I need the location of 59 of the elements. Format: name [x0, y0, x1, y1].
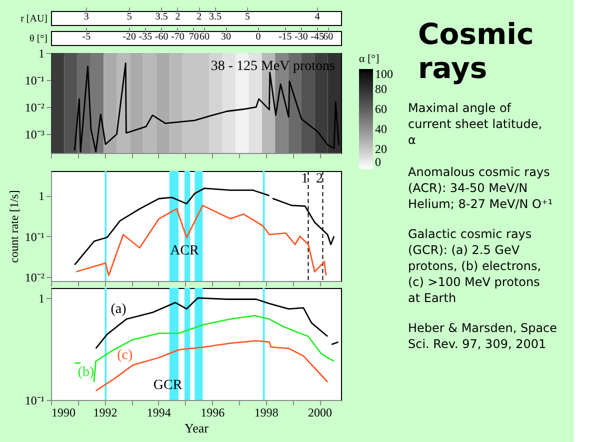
color-bar-title: α [°] [359, 53, 380, 65]
y-tick-label: 10⁻¹ [24, 74, 45, 88]
text: Maximal angle of current sheet latitude, α [408, 101, 542, 147]
category-label: 5 [126, 12, 132, 22]
x-tick-label: 1994 [146, 406, 171, 420]
category-label: 3.5 [155, 12, 168, 22]
category-label: 70 [188, 32, 199, 42]
annotation: 2 [316, 172, 324, 187]
annotation: 1 [301, 172, 308, 187]
category-label: -5 [82, 32, 91, 42]
category-label: 30 [221, 32, 232, 42]
category-label: 5 [245, 12, 250, 22]
text: Anomalous cosmic rays (ACR): 34-50 MeV/N Helium; 8-27 MeV/N O⁺¹ [408, 165, 553, 211]
color-bar-label: 0 [375, 155, 381, 169]
color-bar-label: 80 [375, 82, 387, 96]
x-tick-label: 1998 [254, 406, 278, 420]
text: r [AU] [20, 14, 48, 24]
category-label: 3.5 [209, 12, 222, 22]
x-tick-label: 2000 [308, 406, 332, 420]
series-label: (a) [110, 302, 127, 318]
category-label: 60 [323, 32, 334, 42]
y-tick-label: 10⁻¹ [24, 394, 45, 408]
category-label: 0 [256, 32, 261, 42]
category-label: -70 [171, 32, 184, 42]
color-bar-label: 60 [375, 102, 387, 116]
y-tick-label: 10⁻² [24, 100, 45, 115]
x-tick-label: 1996 [200, 406, 225, 420]
category-label: 2 [175, 12, 180, 22]
category-label: 2 [196, 12, 202, 22]
series-label: (b) [78, 365, 94, 380]
color-bar-label: 100 [375, 67, 393, 81]
x-tick-label: 1992 [93, 406, 118, 420]
x-axis-title: Year [184, 420, 210, 436]
text: θ [°] [30, 34, 48, 44]
category-label: 3 [84, 12, 89, 22]
color-bar-label: 20 [375, 142, 387, 156]
line-series [95, 340, 328, 392]
text: Heber & Marsden, Space Sci. Rev. 97, 309, 2001 [408, 321, 558, 351]
y-tick-label: 1 [38, 189, 44, 204]
y-tick-label: 10⁻¹ [24, 230, 45, 244]
category-label: -35 [138, 32, 152, 42]
series-label: (c) [117, 348, 133, 364]
category-label: -30 [294, 32, 308, 42]
category-label: 60 [200, 32, 210, 42]
category-label: -15 [278, 32, 292, 42]
y-tick-label: 10⁻² [24, 270, 45, 285]
y-tick-label: 1 [38, 291, 44, 306]
x-tick-label: 1990 [52, 406, 76, 420]
text: Galactic cosmic rays (GCR): (a) 2.5 GeV protons, (b) electrons, (c) >100 MeV protons at Earth [408, 227, 542, 305]
y-tick-label: 10⁻³ [24, 128, 45, 142]
text: Cosmic rays [418, 17, 534, 85]
y-tick-label: 1 [38, 46, 44, 60]
category-label: 4 [314, 12, 320, 22]
y-axis-title: count rate [1/s] [6, 190, 21, 263]
annotation: 38 - 125 MeV protons [210, 59, 335, 74]
color-bar-label: 40 [375, 122, 387, 136]
category-label: -60 [154, 32, 168, 42]
category-label: -45 [310, 32, 324, 42]
category-label: -20 [122, 32, 136, 42]
